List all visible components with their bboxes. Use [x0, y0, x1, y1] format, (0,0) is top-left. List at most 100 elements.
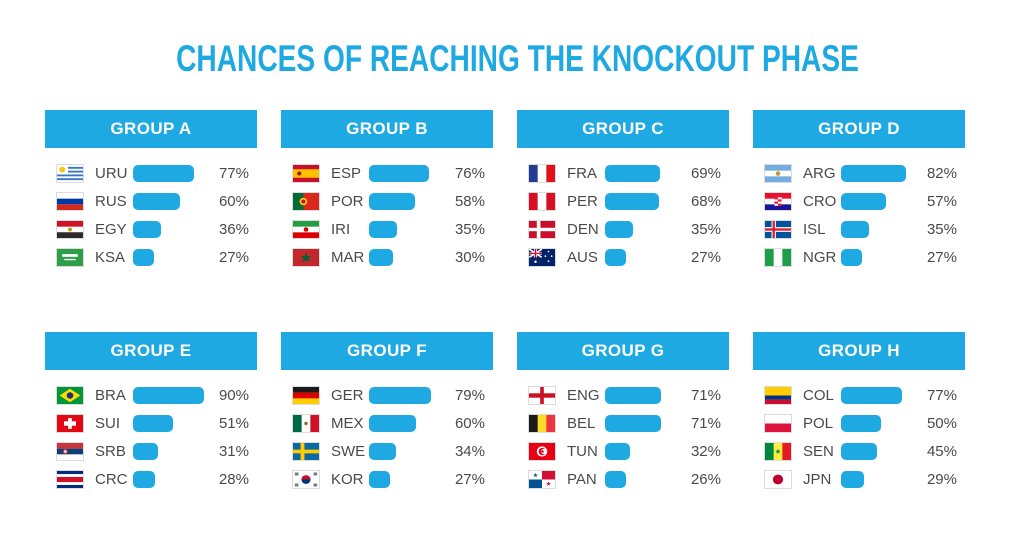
- team-code: POR: [331, 193, 364, 210]
- germany-flag-icon: [292, 386, 320, 405]
- probability-bar: [605, 165, 660, 182]
- probability-bar: [605, 471, 626, 488]
- probability-bar: [133, 387, 205, 404]
- costa-rica-flag-icon: [56, 470, 84, 489]
- team-code: COL: [803, 387, 834, 404]
- team-code: SWE: [331, 443, 366, 460]
- switzerland-flag-icon: [56, 414, 84, 433]
- probability-bar: [605, 249, 627, 266]
- probability-bar: [841, 443, 877, 460]
- team-code: CRC: [95, 471, 128, 488]
- team-code: SUI: [95, 415, 121, 432]
- team-code: PAN: [567, 471, 597, 488]
- probability-value: 27%: [454, 471, 485, 488]
- iran-flag-icon: [292, 220, 320, 239]
- probability-value: 51%: [218, 415, 249, 432]
- group-header: GROUP B: [281, 110, 493, 148]
- probability-value: 27%: [690, 249, 721, 266]
- sweden-flag-icon: [292, 442, 320, 461]
- probability-value: 77%: [218, 165, 249, 182]
- spain-flag-icon: [292, 164, 320, 183]
- team-code: KSA: [95, 249, 126, 266]
- probability-value: 27%: [218, 249, 249, 266]
- probability-bar: [133, 249, 155, 266]
- team-code: KOR: [331, 471, 364, 488]
- england-flag-icon: [528, 386, 556, 405]
- team-code: EGY: [95, 221, 127, 238]
- team-row: JPN 29%: [753, 470, 965, 489]
- team-list: COL 77% POL 50% SEN 45% JPN 29%: [753, 386, 965, 489]
- team-row: CRC 28%: [45, 470, 257, 489]
- team-list: URU 77% RUS 60% EGY 36% KSA 27%: [45, 164, 257, 267]
- group-panel-c: GROUP C FRA 69% PER 68% DEN 35% AUS 27%: [517, 110, 729, 267]
- probability-value: 58%: [454, 193, 485, 210]
- group-title: GROUP E: [110, 341, 192, 360]
- probability-value: 76%: [454, 165, 485, 182]
- page-title: CHANCES OF REACHING THE KNOCKOUT PHASE: [176, 38, 859, 79]
- probability-value: 30%: [454, 249, 485, 266]
- probability-bar: [841, 415, 881, 432]
- team-code: ARG: [803, 165, 836, 182]
- team-code: URU: [95, 165, 128, 182]
- probability-bar: [605, 221, 633, 238]
- team-code: JPN: [803, 471, 832, 488]
- team-list: FRA 69% PER 68% DEN 35% AUS 27%: [517, 164, 729, 267]
- group-panel-h: GROUP H COL 77% POL 50% SEN 45% JPN 29%: [753, 332, 965, 489]
- probability-value: 35%: [926, 221, 957, 238]
- team-code: FRA: [567, 165, 597, 182]
- probability-bar: [841, 165, 906, 182]
- japan-flag-icon: [764, 470, 792, 489]
- group-header: GROUP C: [517, 110, 729, 148]
- team-row: POR 58%: [281, 192, 493, 211]
- team-code: TUN: [567, 443, 598, 460]
- probability-bar: [605, 443, 631, 460]
- group-title: GROUP H: [818, 341, 900, 360]
- probability-value: 26%: [690, 471, 721, 488]
- team-row: COL 77%: [753, 386, 965, 405]
- probability-value: 68%: [690, 193, 721, 210]
- team-code: IRI: [331, 221, 351, 238]
- team-row: BEL 71%: [517, 414, 729, 433]
- team-row: ISL 35%: [753, 220, 965, 239]
- team-row: KSA 27%: [45, 248, 257, 267]
- poland-flag-icon: [764, 414, 792, 433]
- peru-flag-icon: [528, 192, 556, 211]
- probability-bar: [841, 249, 863, 266]
- group-title: GROUP B: [346, 119, 428, 138]
- probability-bar: [369, 165, 429, 182]
- group-title: GROUP C: [582, 119, 664, 138]
- probability-bar: [605, 387, 662, 404]
- probability-bar: [605, 415, 662, 432]
- team-row: ARG 82%: [753, 164, 965, 183]
- team-row: TUN 32%: [517, 442, 729, 461]
- team-code: SEN: [803, 443, 834, 460]
- probability-value: 35%: [690, 221, 721, 238]
- belgium-flag-icon: [528, 414, 556, 433]
- probability-value: 29%: [926, 471, 957, 488]
- probability-bar: [133, 221, 162, 238]
- nigeria-flag-icon: [764, 248, 792, 267]
- senegal-flag-icon: [764, 442, 792, 461]
- group-header: GROUP H: [753, 332, 965, 370]
- team-row: URU 77%: [45, 164, 257, 183]
- group-panel-f: GROUP F GER 79% MEX 60% SWE 34% KOR 27%: [281, 332, 493, 489]
- team-row: PER 68%: [517, 192, 729, 211]
- probability-bar: [841, 471, 864, 488]
- probability-value: 57%: [926, 193, 957, 210]
- team-code: PER: [567, 193, 598, 210]
- group-panel-b: GROUP B ESP 76% POR 58% IRI 35% MAR 30%: [281, 110, 493, 267]
- iceland-flag-icon: [764, 220, 792, 239]
- group-title: GROUP F: [347, 341, 427, 360]
- group-header: GROUP D: [753, 110, 965, 148]
- probability-value: 79%: [454, 387, 485, 404]
- probability-value: 27%: [926, 249, 957, 266]
- probability-value: 60%: [218, 193, 249, 210]
- tunisia-flag-icon: [528, 442, 556, 461]
- team-code: BEL: [567, 415, 596, 432]
- team-list: GER 79% MEX 60% SWE 34% KOR 27%: [281, 386, 493, 489]
- team-list: ESP 76% POR 58% IRI 35% MAR 30%: [281, 164, 493, 267]
- group-title: GROUP A: [110, 119, 192, 138]
- probability-value: 32%: [690, 443, 721, 460]
- group-header: GROUP E: [45, 332, 257, 370]
- probability-value: 35%: [454, 221, 485, 238]
